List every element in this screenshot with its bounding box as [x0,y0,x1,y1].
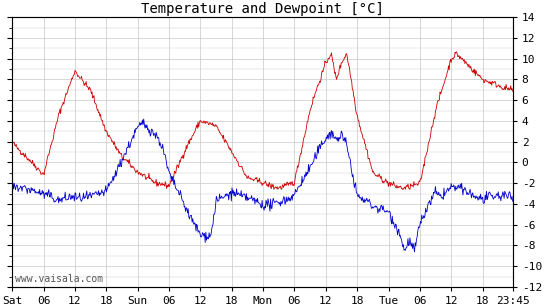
Text: www.vaisala.com: www.vaisala.com [15,274,103,284]
Title: Temperature and Dewpoint [°C]: Temperature and Dewpoint [°C] [141,2,384,16]
